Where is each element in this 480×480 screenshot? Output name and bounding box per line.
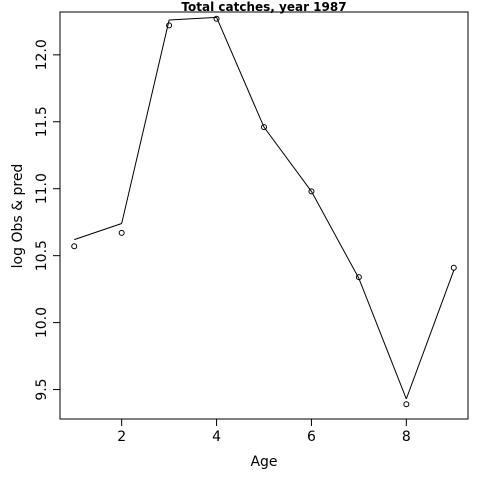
observed-point-4 (261, 124, 267, 131)
fitted-line-segment-4 (263, 126, 312, 192)
x-tick-label-1: 4 (212, 429, 221, 445)
fitted-line-segment-7 (405, 270, 455, 400)
x-tick-label-2: 6 (307, 429, 316, 445)
observed-point-8 (450, 264, 457, 271)
chart-title: Total catches, year 1987 (181, 0, 346, 14)
observed-point-2 (166, 22, 173, 29)
x-axis-title: Age (250, 454, 277, 470)
y-tick-label-4: 11.5 (34, 106, 50, 137)
observed-point-7 (403, 401, 410, 408)
y-tick-label-1: 10.0 (34, 307, 50, 338)
y-tick-label-3: 11.0 (34, 173, 50, 204)
observed-point-0 (71, 243, 78, 250)
y-tick-label-5: 12.0 (34, 39, 50, 70)
x-axis: 2 4 6 8 (117, 419, 411, 445)
y-axis: 9.5 10.0 10.5 11.0 11.5 12.0 (34, 39, 60, 401)
fitted-line-segment-5 (311, 191, 360, 279)
fitted-line-segment-1 (121, 19, 170, 224)
y-tick-label-2: 10.5 (34, 240, 50, 271)
plot-frame (59, 11, 469, 420)
fitted-line-segment-2 (169, 16, 217, 21)
y-tick-label-0: 9.5 (34, 378, 50, 400)
fitted-line-segment-3 (216, 17, 265, 128)
x-tick-label-3: 8 (402, 429, 411, 445)
observed-point-1 (118, 229, 125, 236)
y-axis-title: log Obs & pred (10, 164, 26, 269)
fitted-line-segment-6 (358, 278, 407, 400)
observed-point-3 (213, 15, 220, 22)
x-tick-label-0: 2 (117, 429, 126, 445)
series-layer (71, 15, 457, 408)
observed-point-5 (308, 188, 315, 195)
fitted-line-segment-0 (74, 223, 122, 241)
